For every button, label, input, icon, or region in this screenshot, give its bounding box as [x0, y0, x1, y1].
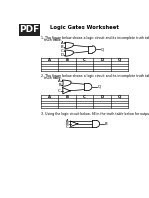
- Text: C: C: [83, 95, 86, 99]
- Text: B: B: [66, 122, 68, 126]
- Text: C: C: [58, 89, 61, 93]
- Text: 1. The figure below shows a logic circuit and its incomplete truth table. Comple: 1. The figure below shows a logic circui…: [41, 36, 149, 40]
- PathPatch shape: [62, 80, 71, 86]
- Text: D: D: [100, 95, 104, 99]
- Text: 2. The figure below shows a logic circuit and its incomplete truth table. Comple: 2. The figure below shows a logic circui…: [41, 74, 149, 78]
- Bar: [84, 83, 88, 90]
- Text: A: A: [66, 119, 68, 123]
- Text: Q: Q: [101, 47, 104, 51]
- Text: C: C: [83, 58, 86, 62]
- Text: Logic Gates Worksheet: Logic Gates Worksheet: [50, 25, 119, 30]
- PathPatch shape: [65, 50, 73, 56]
- Bar: [88, 46, 92, 53]
- Text: Q: Q: [97, 85, 100, 89]
- Text: B: B: [66, 58, 69, 62]
- PathPatch shape: [65, 42, 73, 48]
- Text: D: D: [60, 53, 63, 57]
- Text: Q: Q: [118, 58, 121, 62]
- Text: A: A: [60, 41, 63, 45]
- Text: 3. Using the logic circuit below, fill in the truth table below for output B.: 3. Using the logic circuit below, fill i…: [41, 111, 149, 116]
- Text: C: C: [60, 49, 63, 53]
- Text: Q: Q: [118, 95, 121, 99]
- Text: B: B: [60, 45, 63, 49]
- Text: B: B: [58, 83, 61, 87]
- Text: C: C: [65, 125, 68, 129]
- Text: A: A: [48, 58, 51, 62]
- Bar: [92, 120, 96, 127]
- Text: A: A: [48, 95, 51, 99]
- Text: PDF: PDF: [19, 25, 40, 34]
- Text: truth table.: truth table.: [41, 76, 62, 80]
- Text: D: D: [100, 58, 104, 62]
- Text: B: B: [105, 122, 108, 126]
- Bar: [19, 24, 40, 36]
- Text: truth table.: truth table.: [41, 38, 62, 42]
- Text: A: A: [58, 79, 61, 83]
- Text: B: B: [66, 95, 69, 99]
